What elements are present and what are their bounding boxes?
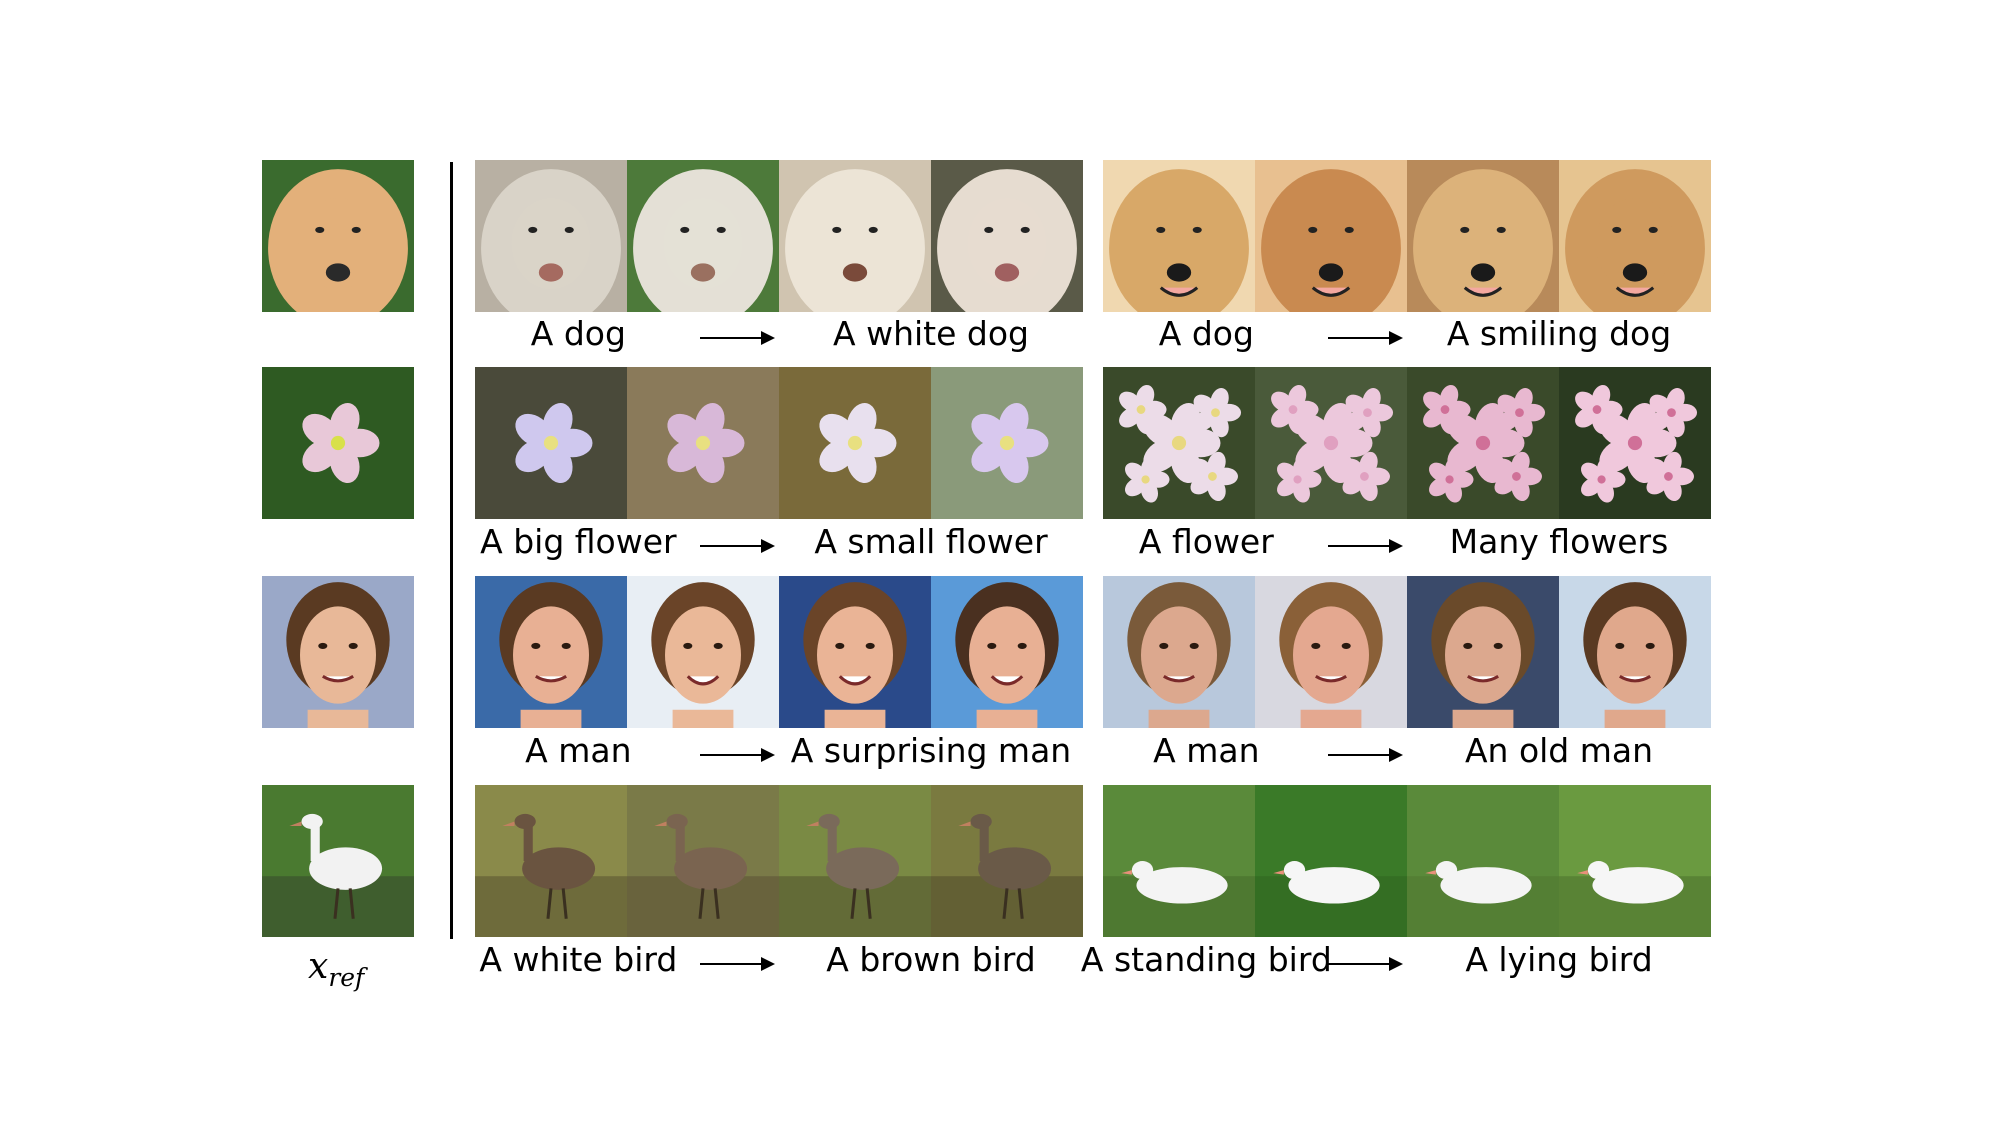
reference-image-dog [262, 160, 414, 312]
edited-image-flower-left-3 [779, 367, 931, 519]
flower-picture [262, 367, 414, 519]
caption-source-man-right: A man [1153, 731, 1260, 770]
caption-source-bird-right: A standing bird [1080, 940, 1332, 979]
caption-target-bird-right: A lying bird [1465, 940, 1653, 979]
edited-image-flower-right-3 [1407, 367, 1559, 519]
caption-source-flower-left: A big flower [480, 522, 677, 561]
caption-source-dog-right: A dog [1158, 314, 1254, 353]
caption-source-dog-left: A dog [530, 314, 626, 353]
edited-image-man-right-2 [1255, 576, 1407, 728]
edited-image-bird-left-4 [931, 785, 1083, 937]
caption-target-bird-left: A brown bird [826, 940, 1036, 979]
edited-image-man-left-3 [779, 576, 931, 728]
edited-image-man-right-1 [1103, 576, 1255, 728]
edited-image-dog-left-2 [627, 160, 779, 312]
edited-image-dog-left-3 [779, 160, 931, 312]
edited-image-bird-right-2 [1255, 785, 1407, 937]
edited-image-dog-right-2 [1255, 160, 1407, 312]
caption-source-bird-left: A white bird [479, 940, 678, 979]
edited-image-bird-left-2 [627, 785, 779, 937]
caption-target-flower-left: A small flower [814, 522, 1048, 561]
edited-image-man-right-3 [1407, 576, 1559, 728]
edited-image-flower-left-1 [475, 367, 627, 519]
arrow-flower-right [1327, 536, 1403, 556]
edited-image-bird-right-3 [1407, 785, 1559, 937]
edited-image-bird-left-3 [779, 785, 931, 937]
arrow-dog-left [699, 328, 775, 348]
arrow-man-left [699, 745, 775, 765]
caption-target-man-left: A surprising man [790, 731, 1072, 770]
edited-image-bird-right-1 [1103, 785, 1255, 937]
edited-image-flower-right-2 [1255, 367, 1407, 519]
caption-target-man-right: An old man [1464, 731, 1654, 770]
reference-image-bird [262, 785, 414, 937]
arrow-bird-right [1327, 954, 1403, 974]
edited-image-dog-left-4 [931, 160, 1083, 312]
edited-image-flower-left-2 [627, 367, 779, 519]
caption-target-flower-right: Many flowers [1449, 522, 1669, 561]
dog-picture [262, 160, 414, 312]
arrow-man-right [1327, 745, 1403, 765]
arrow-dog-right [1327, 328, 1403, 348]
arrow-bird-left [699, 954, 775, 974]
edited-image-dog-right-4 [1559, 160, 1711, 312]
edited-image-man-left-4 [931, 576, 1083, 728]
edited-image-man-left-1 [475, 576, 627, 728]
caption-target-dog-left: A white dog [833, 314, 1029, 353]
edited-image-bird-left-1 [475, 785, 627, 937]
reference-image-man [262, 576, 414, 728]
edited-image-flower-right-4 [1559, 367, 1711, 519]
edited-image-flower-left-4 [931, 367, 1083, 519]
man-picture [262, 576, 414, 728]
edited-image-flower-right-1 [1103, 367, 1255, 519]
bird-picture [262, 785, 414, 937]
caption-target-dog-right: A smiling dog [1446, 314, 1672, 353]
reference-image-flower [262, 367, 414, 519]
arrow-flower-left [699, 536, 775, 556]
edited-image-dog-left-1 [475, 160, 627, 312]
edited-image-dog-right-1 [1103, 160, 1255, 312]
edited-image-bird-right-4 [1559, 785, 1711, 937]
column-divider [450, 162, 453, 939]
reference-label: xref [308, 946, 365, 992]
edited-image-dog-right-3 [1407, 160, 1559, 312]
edited-image-man-right-4 [1559, 576, 1711, 728]
caption-source-man-left: A man [525, 731, 632, 770]
edited-image-man-left-2 [627, 576, 779, 728]
caption-source-flower-right: A flower [1138, 522, 1274, 561]
